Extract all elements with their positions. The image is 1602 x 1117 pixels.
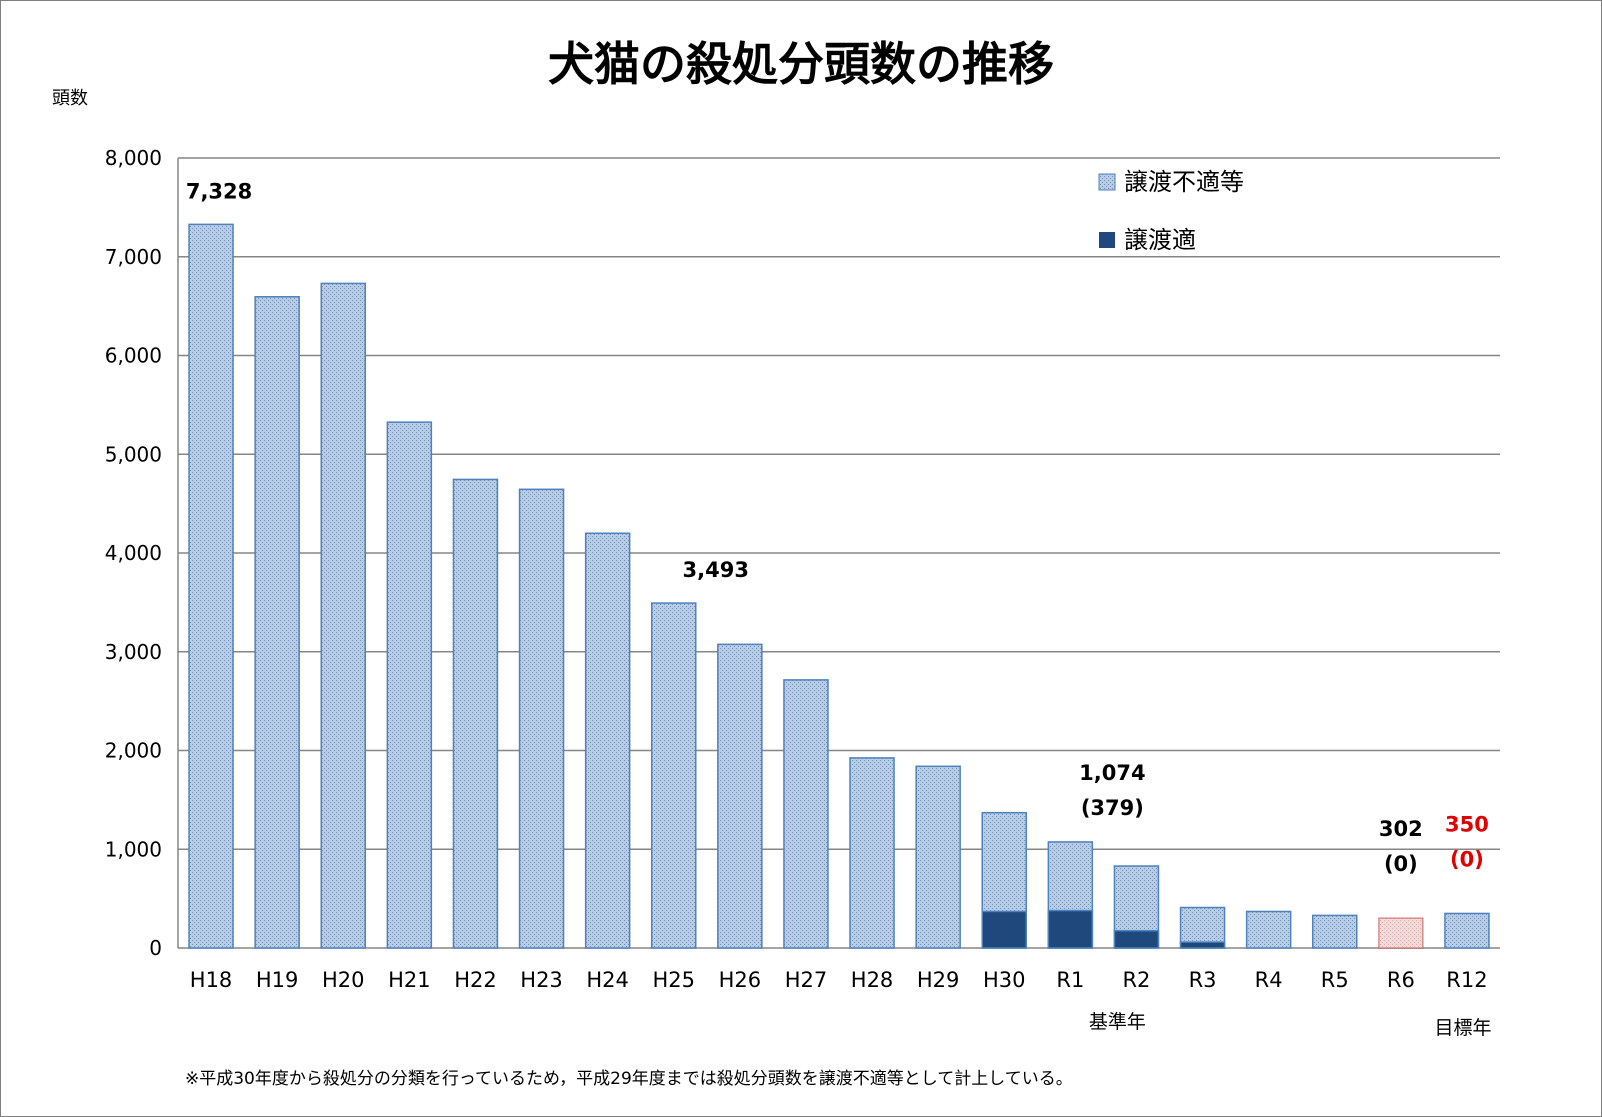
footnote: ※平成30年度から殺処分の分類を行っているため，平成29年度までは殺処分頭数を譲… — [185, 1069, 1073, 1089]
y-tick-label: 2,000 — [105, 739, 162, 763]
bar-unsuitable-H29 — [915, 765, 961, 949]
y-tick-label: 0 — [149, 936, 162, 960]
chart-title: 犬猫の殺処分頭数の推移 — [548, 37, 1054, 91]
y-tick-label: 3,000 — [105, 640, 162, 664]
bar-unsuitable-R12 — [1444, 912, 1490, 949]
bar-unsuitable-R3 — [1179, 906, 1226, 949]
x-tick-label-R1: R1 — [1056, 968, 1084, 992]
data-label-R1: 1,074 — [1079, 761, 1145, 785]
x-tick-label-H26: H26 — [719, 968, 762, 992]
legend-label-unsuitable: 譲渡不適等 — [1124, 168, 1244, 196]
bar-suitable-R1 — [1047, 909, 1094, 949]
x-tick-label-H28: H28 — [851, 968, 894, 992]
x-tick-label-H21: H21 — [388, 968, 431, 992]
x-tick-label-H29: H29 — [917, 968, 960, 992]
bar-unsuitable-H24 — [584, 532, 631, 949]
data-label-H25: 3,493 — [683, 558, 749, 582]
bar-unsuitable-H26 — [717, 643, 763, 949]
x-tick-label-H30: H30 — [983, 968, 1026, 992]
data-label-R12: 350 — [1445, 812, 1489, 836]
bar-suitable-R2 — [1113, 929, 1160, 949]
x-tick-label-H23: H23 — [520, 968, 563, 992]
category-note-R12: 目標年 — [1434, 1017, 1491, 1039]
x-tick-label-R2: R2 — [1122, 968, 1150, 992]
x-tick-label-R6: R6 — [1387, 968, 1415, 992]
category-note-R1: 基準年 — [1089, 1011, 1146, 1033]
y-tick-label: 6,000 — [105, 344, 162, 368]
bar-unsuitable-R4 — [1245, 910, 1292, 949]
bar-unsuitable-H27 — [783, 679, 829, 949]
bar-unsuitable-R6 — [1378, 917, 1424, 949]
x-tick-label-R4: R4 — [1255, 968, 1283, 992]
data-label-H18: 7,328 — [186, 179, 252, 203]
bar-unsuitable-H19 — [254, 295, 300, 949]
bar-unsuitable-H25 — [651, 602, 697, 949]
legend-label-suitable: 譲渡適 — [1124, 226, 1196, 254]
x-tick-label-R3: R3 — [1189, 968, 1217, 992]
y-axis-label: 頭数 — [52, 88, 88, 109]
y-tick-label: 7,000 — [105, 245, 162, 269]
bar-suitable-R3 — [1179, 941, 1226, 949]
x-tick-label-H25: H25 — [652, 968, 695, 992]
x-tick-label-R5: R5 — [1321, 968, 1349, 992]
x-tick-label-H27: H27 — [785, 968, 828, 992]
legend-swatch-unsuitable — [1098, 173, 1116, 191]
bar-unsuitable-R5 — [1312, 914, 1358, 949]
data-sublabel-R6: (0) — [1384, 852, 1418, 876]
bar-unsuitable-H22 — [452, 478, 499, 949]
data-label-R6: 302 — [1379, 817, 1423, 841]
bar-unsuitable-H20 — [320, 282, 366, 949]
data-sublabel-R1: (379) — [1081, 796, 1144, 820]
x-tick-label-H24: H24 — [586, 968, 629, 992]
x-tick-label-H22: H22 — [454, 968, 497, 992]
y-tick-label: 5,000 — [105, 442, 162, 466]
y-tick-label: 8,000 — [105, 146, 162, 170]
x-tick-label-H19: H19 — [256, 968, 299, 992]
y-tick-label: 1,000 — [105, 837, 162, 861]
legend-swatch-suitable — [1099, 232, 1115, 248]
x-tick-label-H18: H18 — [190, 968, 233, 992]
bar-unsuitable-H21 — [386, 421, 433, 949]
x-tick-label-R12: R12 — [1446, 968, 1487, 992]
data-sublabel-R12: (0) — [1450, 847, 1484, 871]
bar-unsuitable-H28 — [849, 757, 895, 949]
legend: 譲渡不適等 譲渡適 — [1098, 168, 1244, 254]
bar-unsuitable-H23 — [518, 488, 565, 949]
x-tick-label-H20: H20 — [322, 968, 365, 992]
bar-suitable-H30 — [981, 910, 1027, 949]
bar-unsuitable-H18 — [188, 223, 234, 949]
y-tick-label: 4,000 — [105, 541, 162, 565]
